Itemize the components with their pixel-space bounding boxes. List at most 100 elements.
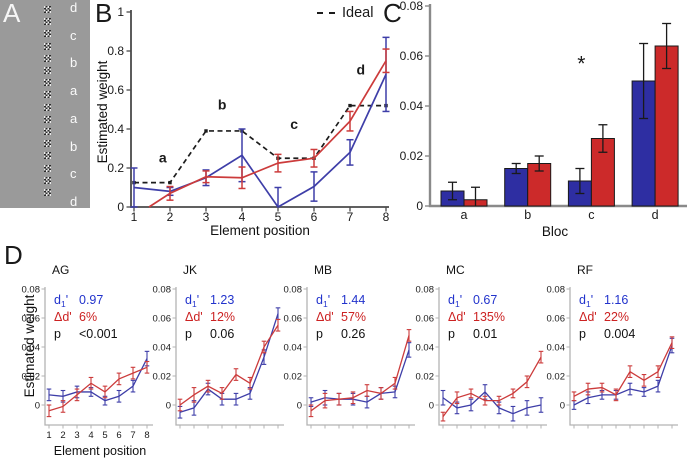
stat-value: 0.01 bbox=[473, 327, 497, 341]
stat-value: 0.06 bbox=[210, 327, 234, 341]
axes bbox=[569, 287, 678, 426]
stat-label: d1' bbox=[448, 293, 462, 309]
checker-element bbox=[44, 18, 51, 26]
panel-d-label: D bbox=[4, 240, 23, 270]
tick-label: 0 bbox=[429, 401, 434, 412]
checker-element bbox=[44, 103, 51, 111]
stat-value: 1.23 bbox=[210, 293, 234, 307]
stat-label: p bbox=[54, 327, 61, 341]
series-blue bbox=[308, 342, 412, 409]
checker-element bbox=[44, 128, 51, 135]
tick-label: 2 bbox=[167, 210, 174, 224]
bloc-annotation: b bbox=[218, 97, 227, 113]
tick-label: c bbox=[588, 208, 594, 222]
tick-label: 0.06 bbox=[547, 314, 566, 325]
subject-plot-AG: AG 1 2 3 4 5 6 7 8 0 0.02 0.04 0.06 0.08 d1' 0.97 Δd' 6% p… bbox=[22, 263, 153, 441]
tick-label: 5 bbox=[275, 210, 282, 224]
series-line bbox=[573, 345, 673, 406]
series-red bbox=[440, 350, 544, 422]
tick-label: 0.04 bbox=[22, 343, 41, 354]
panel-b-label: B bbox=[95, 0, 113, 28]
tick-label: 0.8 bbox=[107, 44, 124, 58]
bars-blue bbox=[440, 42, 656, 207]
series-red bbox=[148, 48, 390, 208]
bloc-label: b bbox=[70, 55, 78, 71]
bars-red bbox=[463, 22, 679, 207]
tick-label: 6 bbox=[311, 210, 318, 224]
checker-element bbox=[44, 54, 51, 62]
subject-title: AG bbox=[52, 263, 69, 277]
series-line bbox=[48, 358, 148, 402]
bloc-label: b bbox=[70, 138, 78, 154]
panel-b-ylabel: Estimated weight bbox=[95, 60, 110, 164]
tick-label: 0 bbox=[297, 401, 302, 412]
panel-c-xlabel: Bloc bbox=[541, 224, 569, 239]
tick-label: 0.02 bbox=[284, 372, 303, 383]
bloc-label: a bbox=[70, 110, 78, 126]
tick-label: 0.02 bbox=[22, 372, 41, 383]
subject-plot-MB: MB 0 0.02 0.04 0.06 0.08 d1' 1.44 Δd' 57% p 0.26 bbox=[284, 263, 415, 429]
checker-element bbox=[44, 164, 51, 172]
series-line bbox=[148, 60, 387, 208]
tick-label: 0 bbox=[166, 401, 171, 412]
tick-label: 0.08 bbox=[284, 285, 303, 296]
stat-label: d1' bbox=[579, 293, 593, 309]
series-line bbox=[48, 366, 148, 412]
series-line bbox=[310, 335, 410, 412]
stat-value: 1.16 bbox=[604, 293, 628, 307]
stat-value: 135% bbox=[473, 310, 505, 324]
bloc-annotation: c bbox=[290, 116, 298, 132]
bloc-label: d bbox=[70, 193, 78, 209]
series-blue bbox=[46, 350, 150, 406]
checker-element bbox=[44, 79, 51, 87]
stat-value: 6% bbox=[79, 310, 97, 324]
subject-title: MB bbox=[314, 263, 332, 277]
stat-value: 12% bbox=[210, 310, 235, 324]
tick-label: 3 bbox=[74, 430, 79, 441]
stat-value: 0.97 bbox=[79, 293, 103, 307]
panel-c-plot: 0 0.02 0.04 0.06 0.08 a b c d * bbox=[400, 0, 687, 222]
checker-element bbox=[44, 140, 51, 148]
tick-label: 1 bbox=[117, 5, 124, 19]
panel-b-plot: 1 2 3 4 5 6 7 8 0 0.2 0.4 0.6 0.8 1 a b c d bbox=[107, 5, 390, 224]
significance-star: * bbox=[577, 53, 585, 76]
tick-label: a bbox=[461, 208, 468, 222]
legend-ideal: Ideal bbox=[317, 5, 373, 21]
tick-label: 0.04 bbox=[400, 99, 424, 113]
bloc-annotation: d bbox=[357, 62, 366, 78]
tick-label: 0.06 bbox=[22, 314, 41, 325]
tick-label: 1 bbox=[131, 210, 138, 224]
tick-label: 0.6 bbox=[107, 83, 124, 97]
checker-element bbox=[44, 42, 51, 50]
panel-a-label: A bbox=[3, 0, 21, 28]
ideal-marker bbox=[168, 180, 172, 185]
bloc-label: a bbox=[70, 83, 78, 99]
tick-label: 0.08 bbox=[547, 285, 566, 296]
dashed-line-sample bbox=[317, 12, 335, 14]
ideal-marker bbox=[348, 103, 352, 108]
panel-b-xlabel: Element position bbox=[210, 223, 310, 238]
stat-value: <0.001 bbox=[79, 327, 118, 341]
subject-plot-JK: JK 0 0.02 0.04 0.06 0.08 d1' 1.23 Δd' 12% p 0.06 bbox=[153, 263, 284, 429]
series-blue bbox=[571, 337, 675, 410]
stat-label: d1' bbox=[316, 293, 330, 309]
axes bbox=[175, 287, 284, 426]
stat-label: d1' bbox=[185, 293, 199, 309]
tick-label: 0.08 bbox=[153, 285, 172, 296]
subject-plot-RF: RF 0 0.02 0.04 0.06 0.08 d1' 1.16 Δd' 22% p 0.004 bbox=[547, 263, 678, 429]
checker-element bbox=[44, 91, 51, 99]
bloc-label: d bbox=[70, 0, 78, 15]
ideal-marker bbox=[204, 129, 208, 133]
tick-label: 0.04 bbox=[284, 343, 303, 354]
tick-label: d bbox=[652, 208, 659, 222]
series-line bbox=[134, 104, 386, 184]
tick-label: 0.06 bbox=[400, 49, 424, 63]
tick-label: 6 bbox=[116, 430, 121, 441]
stat-value: 0.26 bbox=[341, 327, 365, 341]
panel-d-xlabel: Element position bbox=[53, 444, 147, 458]
stat-label: Δd' bbox=[185, 310, 203, 324]
series-line bbox=[442, 391, 542, 415]
tick-label: 5 bbox=[102, 430, 107, 441]
tick-label: 0 bbox=[560, 401, 565, 412]
checker-element bbox=[44, 189, 51, 196]
